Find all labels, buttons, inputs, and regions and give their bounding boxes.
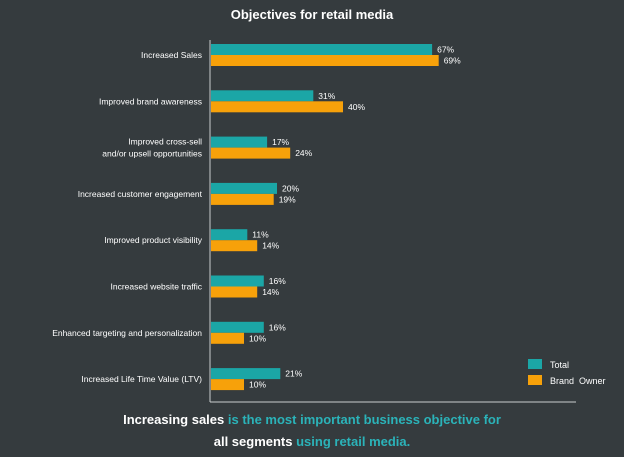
bar-total xyxy=(211,368,281,380)
legend-swatch xyxy=(528,359,542,369)
caption-highlight-2: all segments xyxy=(213,434,293,449)
category-label-line: Improved cross-sell xyxy=(128,137,202,147)
category-label: Increased website traffic xyxy=(111,282,203,292)
data-label-total: 20% xyxy=(282,183,299,193)
data-label-brand-owner: 69% xyxy=(444,56,461,66)
caption-accent-2: using retail media. xyxy=(292,434,411,449)
caption-accent-1: is the most important business objective… xyxy=(224,412,501,427)
category-label: Enhanced targeting and personalization xyxy=(52,328,202,338)
legend-swatch xyxy=(528,375,542,385)
bar-total xyxy=(211,90,314,102)
category-label-line: and/or upsell opportunities xyxy=(102,149,202,159)
bar-total xyxy=(211,229,248,241)
bar-total xyxy=(211,44,433,55)
bar-brand-owner xyxy=(211,55,439,66)
data-label-total: 17% xyxy=(272,137,289,147)
category-label-line: Increased Sales xyxy=(141,50,202,60)
data-label-brand-owner: 14% xyxy=(262,287,279,297)
data-label-total: 31% xyxy=(318,91,335,101)
data-label-brand-owner: 40% xyxy=(348,102,365,112)
data-label-total: 21% xyxy=(285,369,302,379)
category-label-line: Improved product visibility xyxy=(104,235,203,245)
data-label-total: 11% xyxy=(252,230,269,240)
category-label: Improved brand awareness xyxy=(99,96,202,106)
caption-highlight-1: Increasing sales xyxy=(123,412,225,427)
data-label-brand-owner: 10% xyxy=(249,380,266,390)
bar-brand-owner xyxy=(211,193,274,205)
legend-label: Total xyxy=(550,360,569,370)
category-label-line: Improved brand awareness xyxy=(99,96,202,106)
category-label-line: Enhanced targeting and personalization xyxy=(52,328,202,338)
data-label-total: 67% xyxy=(437,45,454,55)
caption-line-1: Increasing sales is the most important b… xyxy=(0,410,624,430)
category-label: Improved cross-sell and/or upsell opportu… xyxy=(102,137,202,159)
data-label-brand-owner: 19% xyxy=(279,194,296,204)
bar-brand-owner xyxy=(211,101,343,113)
bar-total xyxy=(211,136,268,148)
data-label-brand-owner: 24% xyxy=(295,148,312,158)
bar-brand-owner xyxy=(211,286,258,298)
category-label: Increased customer engagement xyxy=(78,189,203,199)
data-label-brand-owner: 10% xyxy=(249,333,266,343)
bar-total xyxy=(211,182,277,194)
data-label-total: 16% xyxy=(269,276,286,286)
category-label-line: Increased Life Time Value (LTV) xyxy=(81,374,202,384)
legend-label: Brand Owner xyxy=(550,376,606,386)
bar-brand-owner xyxy=(211,332,244,344)
category-label: Increased Life Time Value (LTV) xyxy=(81,374,202,384)
bar-total xyxy=(211,275,264,287)
category-label-line: Increased website traffic xyxy=(111,282,203,292)
bar-brand-owner xyxy=(211,240,258,252)
bar-brand-owner xyxy=(211,379,244,391)
data-label-total: 16% xyxy=(269,322,286,332)
bar-brand-owner xyxy=(211,147,291,159)
category-label-line: Increased customer engagement xyxy=(78,189,203,199)
caption-line-2: all segments using retail media. xyxy=(0,432,624,452)
data-label-brand-owner: 14% xyxy=(262,241,279,251)
category-label: Increased Sales xyxy=(141,50,202,60)
chart-title: Objectives for retail media xyxy=(231,7,394,22)
category-label: Improved product visibility xyxy=(104,235,203,245)
bar-total xyxy=(211,321,264,333)
